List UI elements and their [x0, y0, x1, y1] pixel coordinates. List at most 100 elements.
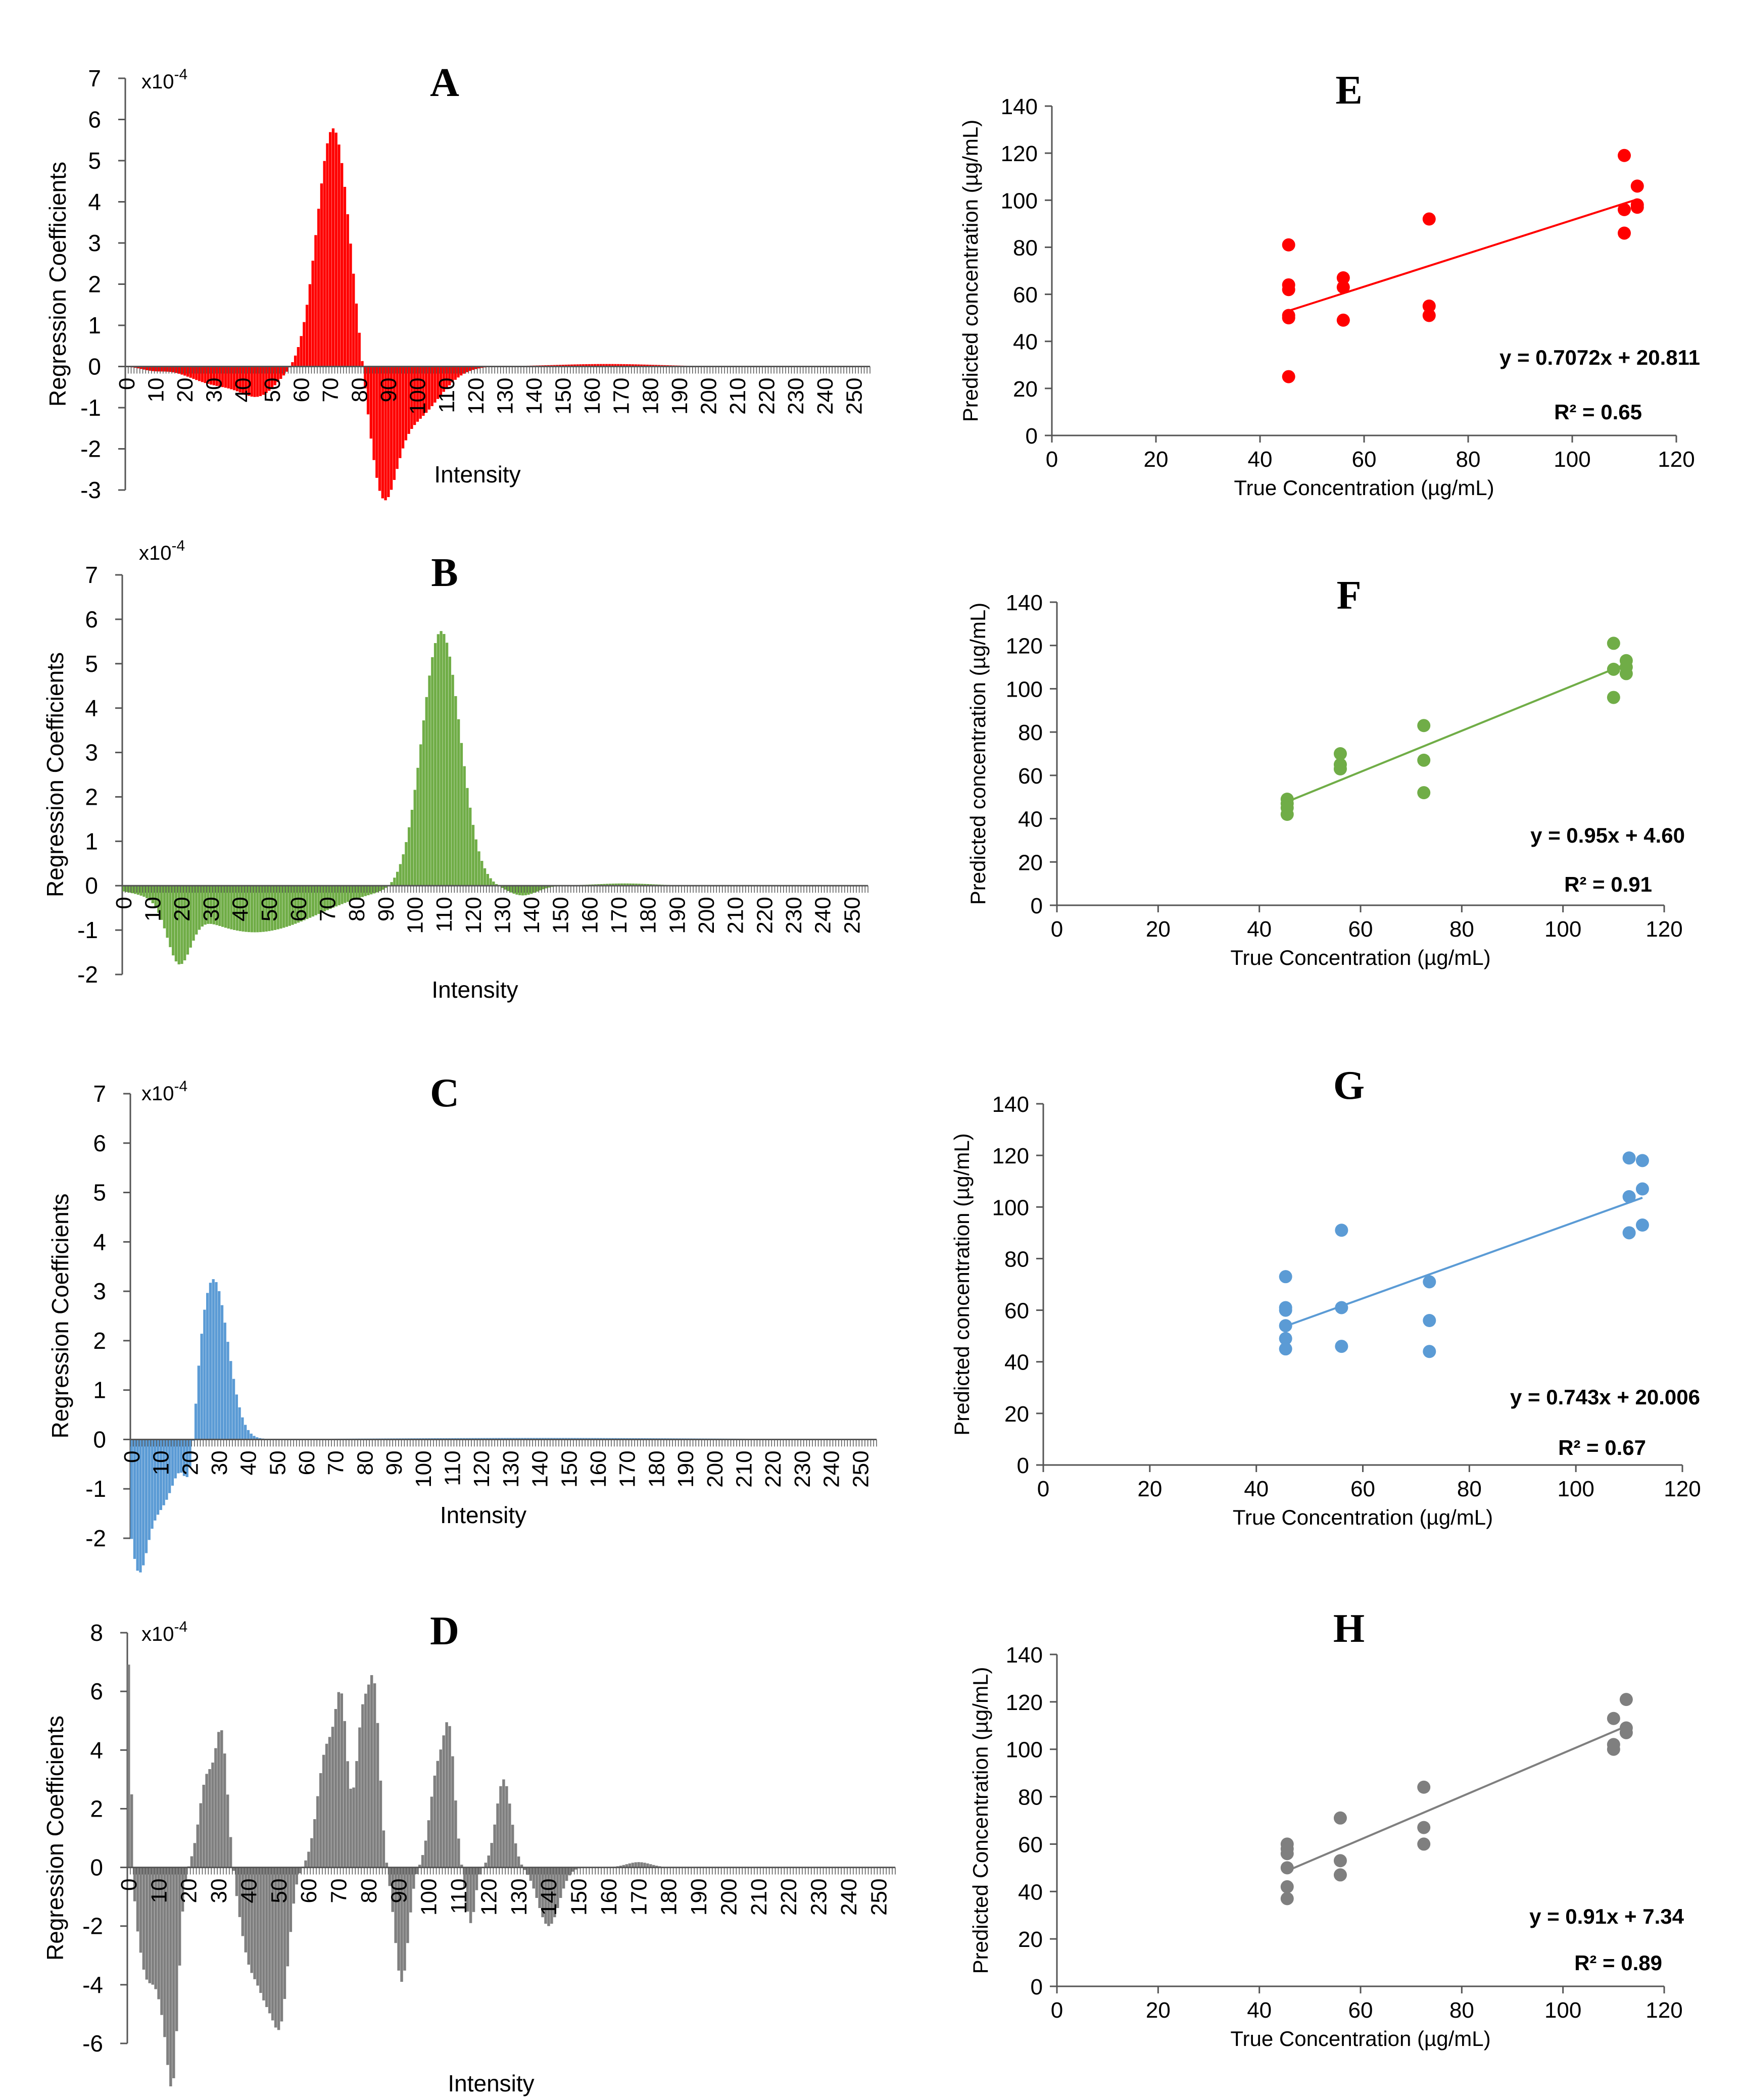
bar: [373, 1683, 376, 1868]
bar: [649, 1864, 652, 1868]
bar: [611, 884, 614, 886]
x-tick-label: 100: [403, 897, 427, 934]
bar: [428, 675, 431, 886]
bar: [416, 366, 419, 422]
bar: [137, 366, 140, 369]
exponent-base: x10: [139, 542, 172, 564]
bar: [622, 1865, 625, 1868]
y-tick-label: 40: [1013, 330, 1038, 355]
bar: [285, 366, 288, 372]
bar: [451, 366, 454, 383]
trend-line: [1286, 1725, 1627, 1872]
y-tick-label: 7: [88, 65, 101, 91]
x-tick-label: 110: [447, 1879, 471, 1914]
bar: [154, 1439, 157, 1521]
bar: [180, 1439, 183, 1473]
bar: [139, 1439, 142, 1573]
bar: [149, 366, 152, 371]
bar: [253, 886, 256, 933]
bar: [331, 128, 335, 367]
x-tick-label: 140: [522, 378, 547, 415]
x-tick-label: 240: [811, 897, 836, 934]
x-tick-label: 80: [1457, 1477, 1482, 1501]
bar: [399, 864, 402, 886]
y-tick-label: -1: [77, 917, 98, 943]
bar: [238, 1867, 241, 1917]
y-tick-label: 100: [1006, 1738, 1043, 1763]
bar: [623, 883, 626, 886]
x-minor-ticks: [127, 1867, 896, 1875]
bar: [641, 884, 644, 886]
bar: [480, 861, 483, 886]
bar: [471, 366, 474, 370]
y-tick-label: 80: [1018, 720, 1043, 745]
bar: [311, 261, 314, 367]
bar: [631, 1863, 634, 1868]
bar: [306, 886, 309, 919]
y-tick-label: 4: [93, 1229, 106, 1255]
bar: [638, 884, 641, 886]
y-tick-label: 0: [93, 1426, 106, 1452]
data-point: [1336, 313, 1350, 327]
bar: [367, 886, 370, 896]
x-minor-ticks: [130, 1439, 877, 1447]
bar: [478, 1867, 481, 1875]
bar: [475, 1867, 478, 1890]
panel-letter-a: A: [430, 61, 459, 105]
bar: [427, 1820, 430, 1868]
data-point: [1619, 667, 1633, 680]
bar: [238, 886, 241, 932]
bar: [247, 1867, 250, 1965]
data-point: [1423, 1275, 1436, 1289]
x-tick-label: 0: [120, 1450, 144, 1462]
x-tick-label: 190: [687, 1879, 711, 1916]
bar: [372, 366, 375, 460]
x-tick-label: 200: [694, 897, 719, 934]
x-tick-label: 140: [528, 1450, 553, 1487]
bar: [396, 871, 399, 886]
x-tick-label: 250: [866, 1879, 891, 1916]
x-tick-label: 80: [357, 1879, 381, 1903]
bar: [205, 1774, 208, 1868]
x-tick-label: 240: [813, 378, 838, 415]
bar: [440, 631, 443, 886]
bar: [265, 886, 268, 932]
x-axis-title: True Concentration (µg/mL): [1230, 2027, 1490, 2050]
y-tick-label: 2: [93, 1328, 106, 1354]
y-tick-label: 0: [1031, 894, 1043, 918]
bar: [294, 355, 297, 367]
data-point: [1607, 637, 1620, 650]
bar: [454, 366, 457, 380]
bar: [437, 634, 440, 886]
bar: [247, 1430, 250, 1440]
bar: [393, 877, 396, 886]
bar: [259, 366, 262, 397]
bar: [195, 366, 198, 380]
x-tick-label: 50: [265, 1450, 290, 1475]
x-tick-label: 0: [112, 897, 136, 909]
bar: [410, 810, 414, 886]
x-tick-label: 80: [1449, 1998, 1474, 2023]
bar: [403, 1867, 406, 1971]
bar: [177, 366, 180, 374]
bar: [463, 1867, 466, 1888]
bar: [634, 1862, 637, 1868]
x-axis-title: Intensity: [448, 2070, 534, 2096]
bar: [298, 1867, 301, 1874]
bar: [439, 1749, 442, 1868]
bar: [337, 1692, 341, 1868]
bar-series: [122, 631, 868, 964]
x-tick-label: 10: [143, 378, 168, 403]
bar: [320, 183, 323, 367]
bar: [294, 886, 297, 924]
scatter-chart-e: 0 20 40 60 80 100 120 140 0 20 40 60 80 100 120 Predict…: [958, 68, 1700, 500]
x-tick-label: 90: [382, 1450, 407, 1475]
data-point: [1417, 1821, 1431, 1834]
y-tick-label: 100: [1001, 188, 1038, 213]
bar: [632, 884, 635, 886]
data-point: [1635, 1218, 1649, 1232]
bar: [567, 364, 570, 367]
y-axis-title: Regression Coefficients: [42, 652, 68, 897]
y-tick-label: 120: [992, 1144, 1029, 1168]
bar: [250, 366, 253, 397]
